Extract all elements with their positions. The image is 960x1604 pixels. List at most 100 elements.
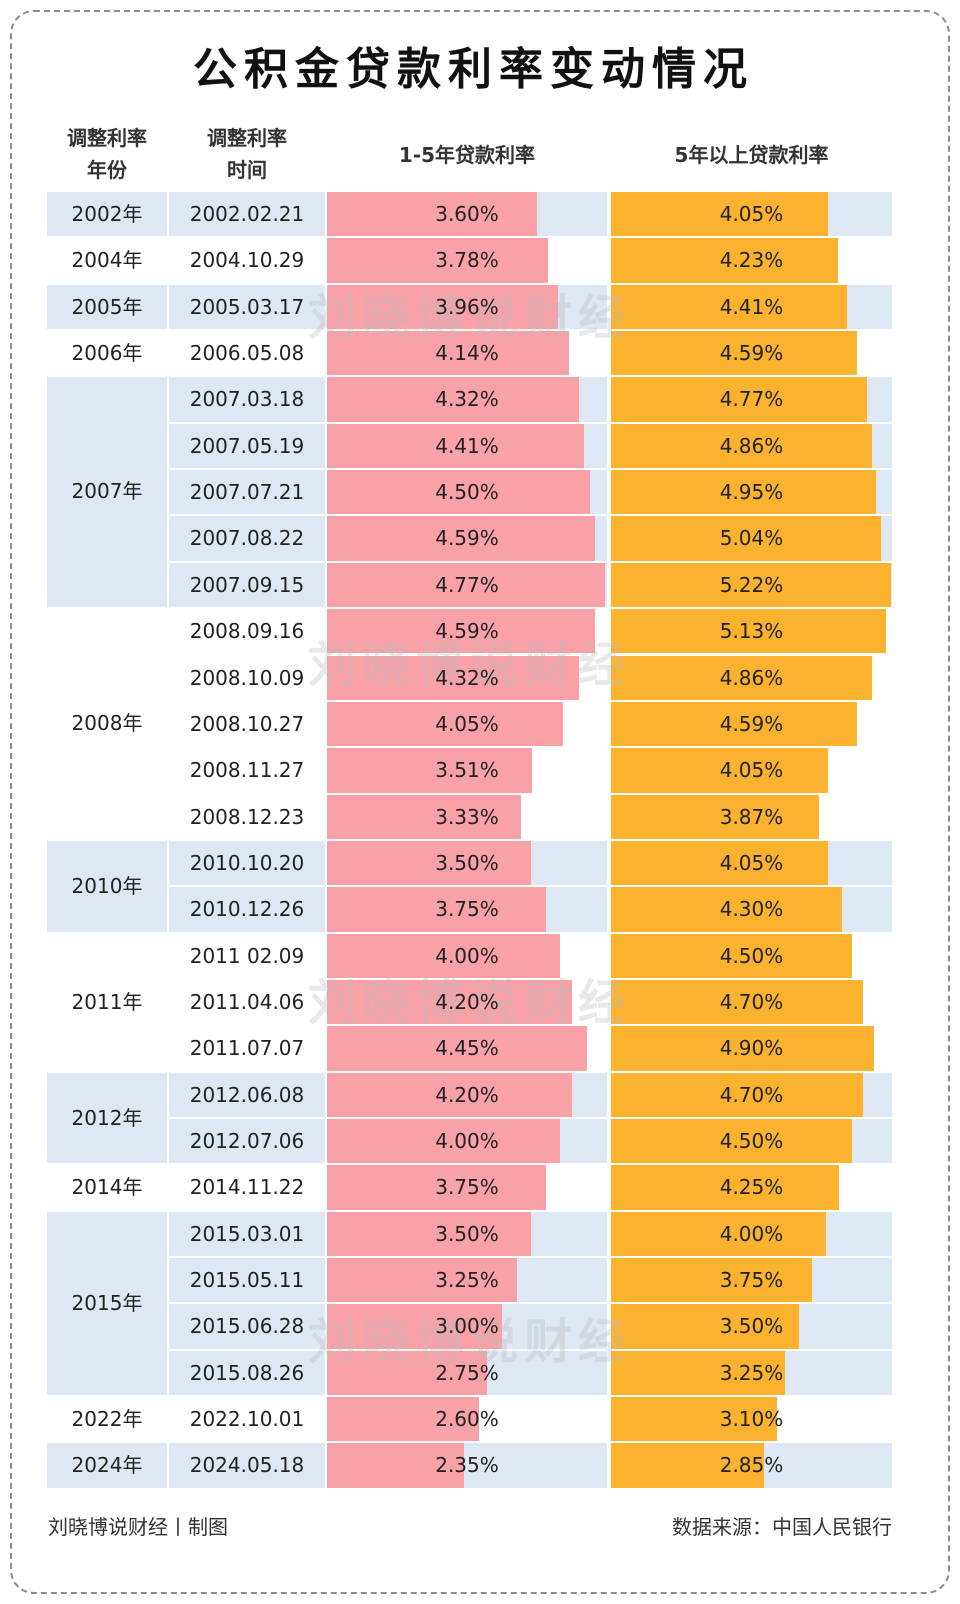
rate-over-5-years-cell: 4.50%: [611, 933, 892, 978]
label-1-5-years: 4.41%: [435, 433, 499, 458]
label-over-5-years: 4.86%: [719, 665, 784, 690]
bar-1-5-years: [327, 192, 537, 237]
bar-over-5-years: [611, 238, 838, 283]
rate-over-5-years-cell: 5.04%: [611, 516, 892, 561]
bar-1-5-years: [327, 794, 522, 839]
bar-1-5-years: [327, 284, 558, 330]
bar-1-5-years: [327, 979, 572, 1025]
year-cell: 2015年: [47, 1211, 167, 1396]
date-cell: 2012.07.06: [169, 1119, 325, 1164]
label-over-5-years: 4.77%: [719, 387, 784, 412]
rate-1-5-years-cell: 4.00%: [327, 1119, 607, 1164]
rate-1-5-years-cell: 4.14%: [327, 331, 607, 376]
label-1-5-years: 3.51%: [435, 758, 499, 783]
bar-1-5-years: [327, 701, 564, 747]
year-cell: 2007年: [47, 377, 167, 608]
label-over-5-years: 2.85%: [719, 1453, 784, 1478]
date-cell: 2014.11.22: [189, 1175, 305, 1200]
rate-over-5-years-cell: 4.05%: [611, 840, 892, 886]
rate-over-5-years-cell: 5.13%: [611, 609, 892, 654]
date-cell: 2007.05.19: [169, 423, 325, 469]
label-1-5-years: 2.35%: [435, 1453, 499, 1478]
bar-over-5-years: [611, 840, 829, 886]
rate-1-5-years-cell: 4.59%: [327, 609, 607, 654]
rate-1-5-years-cell: 4.41%: [327, 423, 607, 469]
label-over-5-years: 4.90%: [719, 1036, 784, 1061]
rate-over-5-years-cell: 4.30%: [611, 887, 892, 932]
date-cell: 2008.09.16: [189, 619, 305, 644]
bar-1-5-years: [327, 1026, 587, 1071]
label-1-5-years: 4.45%: [435, 1036, 499, 1061]
label-1-5-years: 3.75%: [435, 1175, 499, 1200]
rate-1-5-years-cell: 4.05%: [327, 701, 607, 747]
label-1-5-years: 3.78%: [435, 248, 499, 273]
bar-over-5-years: [611, 887, 842, 932]
rate-over-5-years-cell: 4.00%: [611, 1211, 892, 1257]
bar-over-5-years: [611, 1397, 778, 1442]
date-cell: 2022.10.01: [189, 1407, 305, 1432]
bar-1-5-years: [327, 1443, 465, 1488]
bar-over-5-years: [611, 748, 829, 793]
bar-1-5-years: [327, 1350, 488, 1396]
year-cell: 2008年: [71, 711, 143, 736]
rate-over-5-years-cell: 3.25%: [611, 1350, 892, 1396]
bar-over-5-years: [611, 1165, 839, 1210]
label-1-5-years: 3.75%: [435, 897, 499, 922]
rate-over-5-years-cell: 4.90%: [611, 1026, 892, 1071]
rate-1-5-years-cell: 3.60%: [327, 192, 607, 237]
rate-1-5-years-cell: 3.75%: [327, 887, 607, 932]
rate-over-5-years-cell: 4.59%: [611, 331, 892, 376]
year-cell: 2011年: [71, 989, 143, 1014]
label-1-5-years: 4.32%: [435, 665, 499, 690]
rate-over-5-years-cell: 4.86%: [611, 423, 892, 469]
chart-title: 公积金贷款利率变动情况: [193, 44, 754, 95]
bar-over-5-years: [611, 655, 872, 700]
label-1-5-years: 4.20%: [435, 1082, 499, 1107]
label-1-5-years: 4.50%: [435, 480, 499, 505]
bar-1-5-years: [327, 748, 532, 793]
rate-over-5-years-cell: 4.70%: [611, 1072, 892, 1117]
label-1-5-years: 3.50%: [435, 850, 499, 875]
bar-over-5-years: [611, 423, 872, 469]
date-cell: 2011 02.09: [189, 943, 305, 968]
year-cell: 2012年: [47, 1072, 167, 1164]
rate-1-5-years-cell: 3.75%: [327, 1165, 607, 1210]
label-1-5-years: 4.14%: [435, 341, 499, 366]
bar-1-5-years: [327, 933, 561, 978]
rate-1-5-years-cell: 3.00%: [327, 1304, 607, 1349]
label-over-5-years: 4.41%: [719, 294, 784, 319]
date-cell: 2007.09.15: [169, 562, 325, 608]
bar-over-5-years: [611, 562, 891, 608]
footer-credit: 刘晓博说财经丨制图: [48, 1515, 228, 1539]
label-over-5-years: 4.59%: [719, 711, 784, 736]
year-cell: 2024年: [47, 1443, 167, 1488]
bar-over-5-years: [611, 192, 829, 237]
label-1-5-years: 3.50%: [435, 1221, 499, 1246]
rate-1-5-years-cell: 4.77%: [327, 562, 607, 608]
date-cell: 2008.11.27: [189, 758, 305, 783]
rate-1-5-years-cell: 3.78%: [327, 238, 607, 283]
rate-1-5-years-cell: 3.50%: [327, 1211, 607, 1257]
bar-1-5-years: [327, 1304, 502, 1349]
bar-over-5-years: [611, 1350, 786, 1396]
year-cell: 2006年: [71, 341, 143, 366]
label-1-5-years: 4.32%: [435, 387, 499, 412]
bar-1-5-years: [327, 423, 585, 469]
label-1-5-years: 3.33%: [435, 804, 499, 829]
label-1-5-years: 3.96%: [435, 294, 499, 319]
rate-over-5-years-cell: 2.85%: [611, 1443, 892, 1488]
label-1-5-years: 4.59%: [435, 526, 499, 551]
bar-over-5-years: [611, 284, 848, 330]
bar-1-5-years: [327, 516, 595, 561]
label-over-5-years: 3.10%: [719, 1407, 784, 1432]
bar-1-5-years: [327, 1165, 546, 1210]
header-year-column: 调整利率 年份: [47, 122, 167, 186]
label-over-5-years: 4.05%: [719, 850, 784, 875]
rate-over-5-years-cell: 5.22%: [611, 562, 892, 608]
footer-source: 数据来源：中国人民银行: [672, 1515, 892, 1539]
date-cell: 2015.06.28: [169, 1304, 325, 1349]
bar-1-5-years: [327, 840, 532, 886]
rate-1-5-years-cell: 4.20%: [327, 979, 607, 1025]
label-over-5-years: 4.00%: [719, 1221, 784, 1246]
label-over-5-years: 4.23%: [719, 248, 784, 273]
